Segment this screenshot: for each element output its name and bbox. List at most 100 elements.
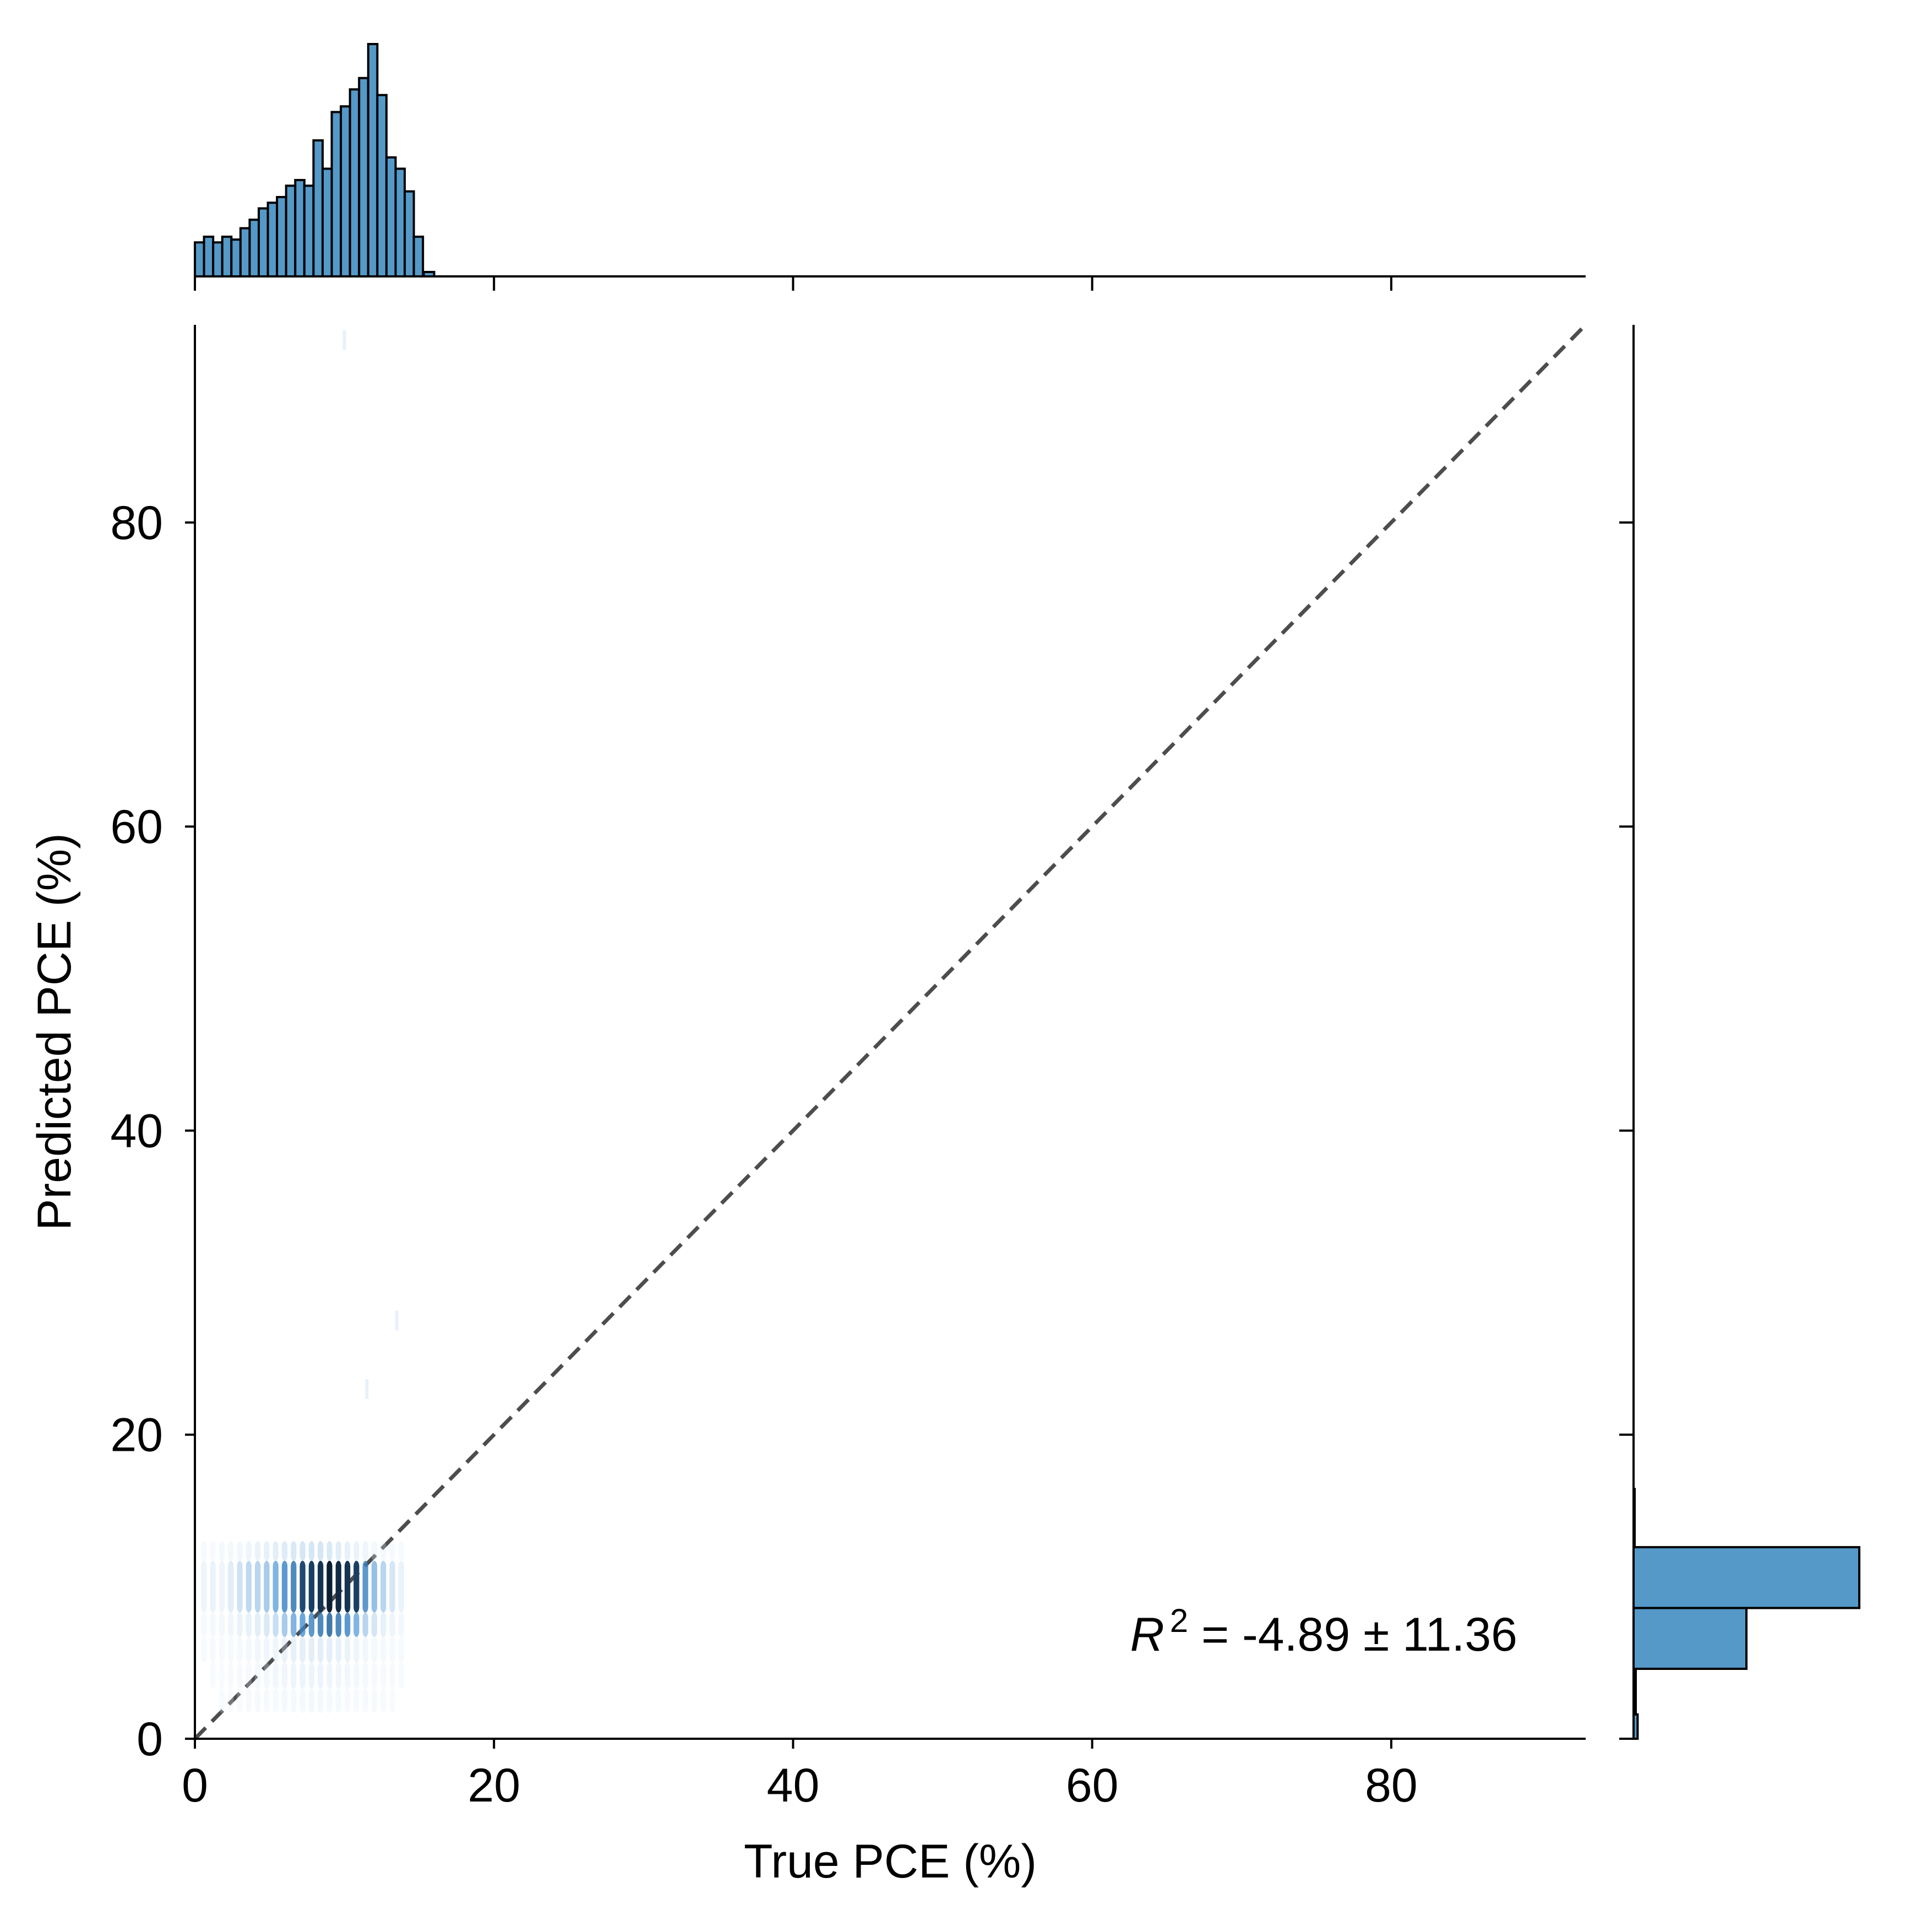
identity-reference-line (193, 323, 1587, 1740)
x-tick-label: 80 (1365, 1759, 1418, 1812)
heatmap-cell (273, 1612, 279, 1637)
x-marginal-bar (194, 241, 205, 277)
heatmap-cell (201, 1636, 207, 1663)
heatmap-cell (326, 1636, 333, 1663)
heatmap-cell (237, 1636, 243, 1663)
heatmap-cell (228, 1688, 234, 1713)
x-tick-label: 60 (1066, 1759, 1119, 1812)
heatmap-cell (300, 1541, 306, 1561)
heatmap-cell (353, 1560, 360, 1613)
tick-layer: 0 20 40 60 80 0 20 40 60 80 (110, 276, 1634, 1812)
heatmap-cell (308, 1662, 315, 1689)
x-marginal-bar (257, 207, 269, 277)
heatmap-cell (201, 1541, 207, 1561)
heatmap-cell (273, 1688, 279, 1713)
x-marginal-bar (358, 77, 369, 277)
x-marginal-bar (330, 111, 342, 277)
heatmap-cell (228, 1662, 234, 1689)
y-marginal-bar (1632, 1546, 1860, 1609)
heatmap-cell (308, 1688, 315, 1713)
heatmap-cell (362, 1662, 368, 1689)
heatmap-cell (281, 1612, 288, 1637)
heatmap-cell (291, 1688, 297, 1713)
heatmap-cell (371, 1636, 378, 1663)
heatmap-cell (228, 1560, 234, 1613)
heatmap-cell (371, 1662, 378, 1689)
heatmap-cell (228, 1541, 234, 1561)
heatmap-cell (300, 1688, 306, 1713)
y-tick-label: 40 (110, 1104, 163, 1157)
y-tick-label: 0 (137, 1713, 163, 1766)
heatmap-cell (380, 1560, 387, 1613)
heatmap-cell (371, 1541, 378, 1561)
heatmap-cell (326, 1612, 333, 1637)
x-marginal-bar (321, 167, 333, 277)
heatmap-cell (344, 1560, 351, 1613)
heatmap-cell (254, 1662, 261, 1689)
x-marginal-bar (285, 184, 297, 277)
heatmap-cell (273, 1636, 279, 1663)
heatmap-cell (371, 1612, 378, 1637)
heatmap-cell (362, 1688, 368, 1713)
heatmap-cell (210, 1560, 216, 1613)
x-tick-label: 40 (767, 1759, 820, 1812)
heatmap-layer (201, 330, 404, 1713)
heatmap-cell (380, 1541, 387, 1561)
x-marginal-bar (349, 88, 361, 277)
x-tick-label: 0 (182, 1759, 208, 1812)
heatmap-cell (335, 1662, 341, 1689)
heatmap-cell (246, 1612, 252, 1637)
heatmap-cell (353, 1612, 360, 1637)
heatmap-cell (291, 1560, 297, 1613)
heatmap-cell (308, 1560, 315, 1613)
heatmap-cell (335, 1560, 341, 1613)
heatmap-cell (201, 1612, 207, 1637)
heatmap-cell (264, 1560, 270, 1613)
heatmap-cell (389, 1560, 395, 1613)
heatmap-cell (219, 1662, 225, 1689)
x-axis-label: True PCE (%) (744, 1835, 1037, 1888)
heatmap-cell (246, 1636, 252, 1663)
heatmap-cell (389, 1662, 395, 1689)
heatmap-cell (380, 1688, 387, 1713)
heatmap-cell (281, 1636, 288, 1663)
heatmap-cell (228, 1636, 234, 1663)
heatmap-cell (219, 1560, 225, 1613)
x-marginal-bar (276, 195, 287, 277)
x-marginal-bar (385, 156, 397, 278)
x-marginal-bar (367, 43, 379, 277)
heatmap-cell (273, 1560, 279, 1613)
heatmap-cell (219, 1688, 225, 1713)
x-marginal-bar (239, 227, 251, 278)
heatmap-cell (264, 1688, 270, 1713)
heatmap-cell (398, 1662, 404, 1689)
heatmap-cell (264, 1612, 270, 1637)
x-marginal-bar (394, 167, 406, 277)
x-marginal-bar (212, 241, 224, 277)
x-marginal-bar (303, 184, 315, 277)
heatmap-cell (344, 1612, 351, 1637)
heatmap-cell (281, 1541, 288, 1561)
heatmap-cell (246, 1541, 252, 1561)
y-tick-label: 20 (110, 1409, 163, 1462)
heatmap-cell (300, 1636, 306, 1663)
r2-value: = -4.89 ± 11.36 (1188, 1608, 1517, 1661)
heatmap-cell (380, 1636, 387, 1663)
heatmap-cell (237, 1612, 243, 1637)
heatmap-cell (254, 1636, 261, 1663)
heatmap-cell (398, 1541, 404, 1561)
x-marginal-bar (376, 94, 388, 277)
heatmap-cell (264, 1636, 270, 1663)
heatmap-cell (254, 1541, 261, 1561)
heatmap-cell (362, 1636, 368, 1663)
heatmap-cell (353, 1662, 360, 1689)
heatmap-cell (318, 1560, 324, 1613)
heatmap-cell (335, 1612, 341, 1637)
heatmap-cell (237, 1560, 243, 1613)
x-marginal-bar (294, 179, 306, 277)
heatmap-cell (254, 1688, 261, 1713)
x-marginal-bar (404, 190, 415, 277)
heatmap-cell (335, 1636, 341, 1663)
heatmap-cell (318, 1636, 324, 1663)
